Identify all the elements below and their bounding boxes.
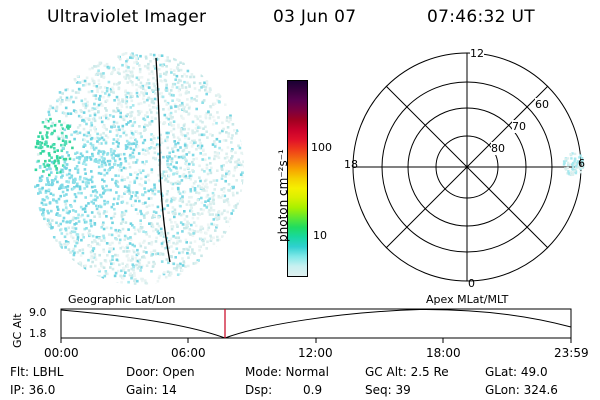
lat-label-60: 60 bbox=[535, 98, 549, 111]
mlt-label-12: 12 bbox=[470, 47, 484, 60]
mlt-label-0: 0 bbox=[468, 277, 475, 290]
apex-label: Apex MLat/MLT bbox=[426, 293, 509, 306]
time-label: 07:46:32 UT bbox=[427, 7, 535, 27]
date-label: 03 Jun 07 bbox=[273, 7, 357, 27]
status-gain: Gain: 14 bbox=[126, 383, 177, 397]
polar-diagonal-1 bbox=[385, 85, 549, 249]
colorbar-tick-100: 100 bbox=[311, 141, 332, 154]
polar-ring-70 bbox=[407, 107, 527, 227]
mlt-label-6: 6 bbox=[578, 157, 585, 170]
status-dsp-value: 0.9 bbox=[303, 383, 323, 397]
status-ip: IP: 36.0 bbox=[10, 383, 56, 397]
status-mode: Mode: Normal bbox=[245, 365, 329, 379]
status-gc-alt: GC Alt: 2.5 Re bbox=[365, 365, 449, 379]
time-tick-0600: 06:00 bbox=[171, 346, 206, 360]
time-tick-0000: 00:00 bbox=[44, 346, 79, 360]
alt-ytick-1-8: 1.8 bbox=[29, 327, 47, 340]
terminator-line bbox=[155, 57, 171, 263]
polar-ring-outer bbox=[352, 52, 582, 282]
status-filter: Flt: LBHL bbox=[10, 365, 64, 379]
status-glat: GLat: 49.0 bbox=[485, 365, 548, 379]
time-tick-2359: 23:59 bbox=[554, 346, 589, 360]
lat-label-70: 70 bbox=[512, 120, 526, 133]
colorbar-unit-label: photon cm⁻²s⁻¹ bbox=[276, 149, 290, 242]
polar-diagonal-2 bbox=[385, 85, 549, 249]
time-tick-1800: 18:00 bbox=[426, 346, 461, 360]
polar-ring-60 bbox=[381, 81, 553, 253]
geographic-label: Geographic Lat/Lon bbox=[68, 293, 176, 306]
altitude-plot-frame bbox=[60, 308, 572, 339]
time-tick-1200: 12:00 bbox=[298, 346, 333, 360]
altitude-curve bbox=[60, 308, 572, 339]
status-glon: GLon: 324.6 bbox=[485, 383, 558, 397]
status-dsp-label: Dsp: bbox=[245, 383, 273, 397]
alt-ylabel: GC Alt bbox=[11, 313, 24, 348]
lat-label-80: 80 bbox=[491, 142, 505, 155]
colorbar-tick-10: 10 bbox=[313, 229, 327, 242]
status-seq: Seq: 39 bbox=[365, 383, 411, 397]
polar-ring-80 bbox=[435, 135, 499, 199]
status-door: Door: Open bbox=[126, 365, 195, 379]
app-title: Ultraviolet Imager bbox=[47, 7, 207, 27]
alt-ytick-9: 9.0 bbox=[29, 306, 47, 319]
mlt-label-18: 18 bbox=[344, 158, 358, 171]
colorbar-gradient bbox=[288, 81, 307, 276]
colorbar bbox=[287, 80, 308, 277]
